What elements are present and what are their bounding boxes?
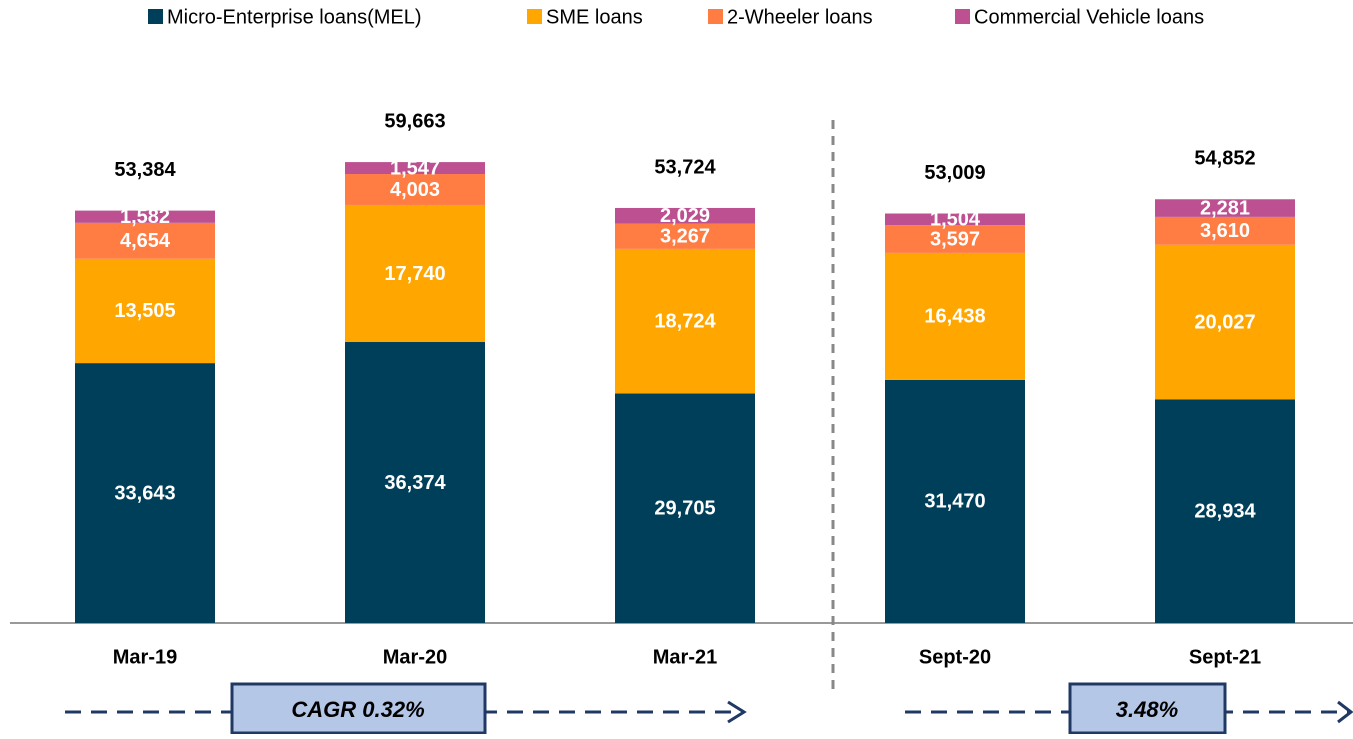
annotation: 3.48% xyxy=(1116,697,1178,722)
legend-swatch xyxy=(527,9,542,24)
arrow-head xyxy=(727,700,747,724)
bar-segment xyxy=(885,252,1025,380)
legend-swatch xyxy=(708,9,723,24)
segment-label: 28,934 xyxy=(1194,501,1256,523)
bar-segment xyxy=(345,162,485,175)
bar-segment xyxy=(345,174,485,205)
bar-segment xyxy=(615,248,755,394)
bar-segment xyxy=(75,222,215,259)
legend-label: Commercial Vehicle loans xyxy=(974,6,1204,28)
total-label: 53,724 xyxy=(654,156,716,178)
total-label: 53,009 xyxy=(924,162,985,184)
bar-segment xyxy=(885,225,1025,253)
x-tick-label: Sept-21 xyxy=(1189,646,1261,668)
legend-label: Micro-Enterprise loans(MEL) xyxy=(167,6,422,28)
segment-label: 20,027 xyxy=(1194,311,1255,333)
annotation: CAGR 0.32% xyxy=(291,697,424,722)
bar-segment xyxy=(75,210,215,223)
segment-label: 3,267 xyxy=(660,226,710,248)
segment-label: 36,374 xyxy=(384,472,446,494)
bar-segment xyxy=(885,379,1025,623)
segment-label: 3,597 xyxy=(930,228,980,250)
annotation-box xyxy=(1068,682,1227,735)
growth-arrow: 3.48% xyxy=(905,682,1353,735)
bar-segment xyxy=(885,213,1025,226)
segment-label: 2,281 xyxy=(1200,197,1250,219)
x-tick-label: Mar-19 xyxy=(113,646,177,668)
x-tick-label: Mar-21 xyxy=(653,646,717,668)
annotation-box xyxy=(230,682,487,735)
legend-swatch xyxy=(955,9,970,24)
bar-segment xyxy=(345,204,485,343)
segment-label: 18,724 xyxy=(654,310,716,332)
bar-segment xyxy=(1155,216,1295,245)
legend-label: 2-Wheeler loans xyxy=(727,6,873,28)
arrow-head xyxy=(1337,700,1353,724)
legend-swatch xyxy=(148,9,163,24)
segment-label: 1,582 xyxy=(120,206,170,228)
segment-label: 1,504 xyxy=(930,209,981,231)
total-label: 53,384 xyxy=(114,159,176,181)
bar-segment xyxy=(615,223,755,249)
bar-segment xyxy=(615,393,755,623)
segment-label: 2,029 xyxy=(660,205,710,227)
bar-segment xyxy=(1155,244,1295,400)
segment-label: 13,505 xyxy=(114,300,175,322)
bar-segment xyxy=(345,342,485,623)
bar-segment xyxy=(75,363,215,623)
segment-label: 33,643 xyxy=(114,482,175,504)
bar-segment xyxy=(615,207,755,224)
total-label: 54,852 xyxy=(1194,148,1255,170)
total-label: 59,663 xyxy=(384,110,445,132)
segment-label: 4,003 xyxy=(390,179,440,201)
bar-segment xyxy=(75,258,215,364)
segment-label: 17,740 xyxy=(384,263,445,285)
segment-label: 31,470 xyxy=(924,491,985,513)
segment-label: 3,610 xyxy=(1200,220,1250,242)
bar-segment xyxy=(1155,399,1295,623)
segment-label: 4,654 xyxy=(120,230,171,252)
bar-segment xyxy=(1155,199,1295,217)
x-tick-label: Mar-20 xyxy=(383,646,447,668)
segment-label: 29,705 xyxy=(654,498,715,520)
x-tick-label: Sept-20 xyxy=(919,646,991,668)
segment-label: 1,547 xyxy=(390,157,440,179)
cagr-arrow: CAGR 0.32% xyxy=(65,682,747,735)
legend-label: SME loans xyxy=(546,6,643,28)
segment-label: 16,438 xyxy=(924,306,985,328)
